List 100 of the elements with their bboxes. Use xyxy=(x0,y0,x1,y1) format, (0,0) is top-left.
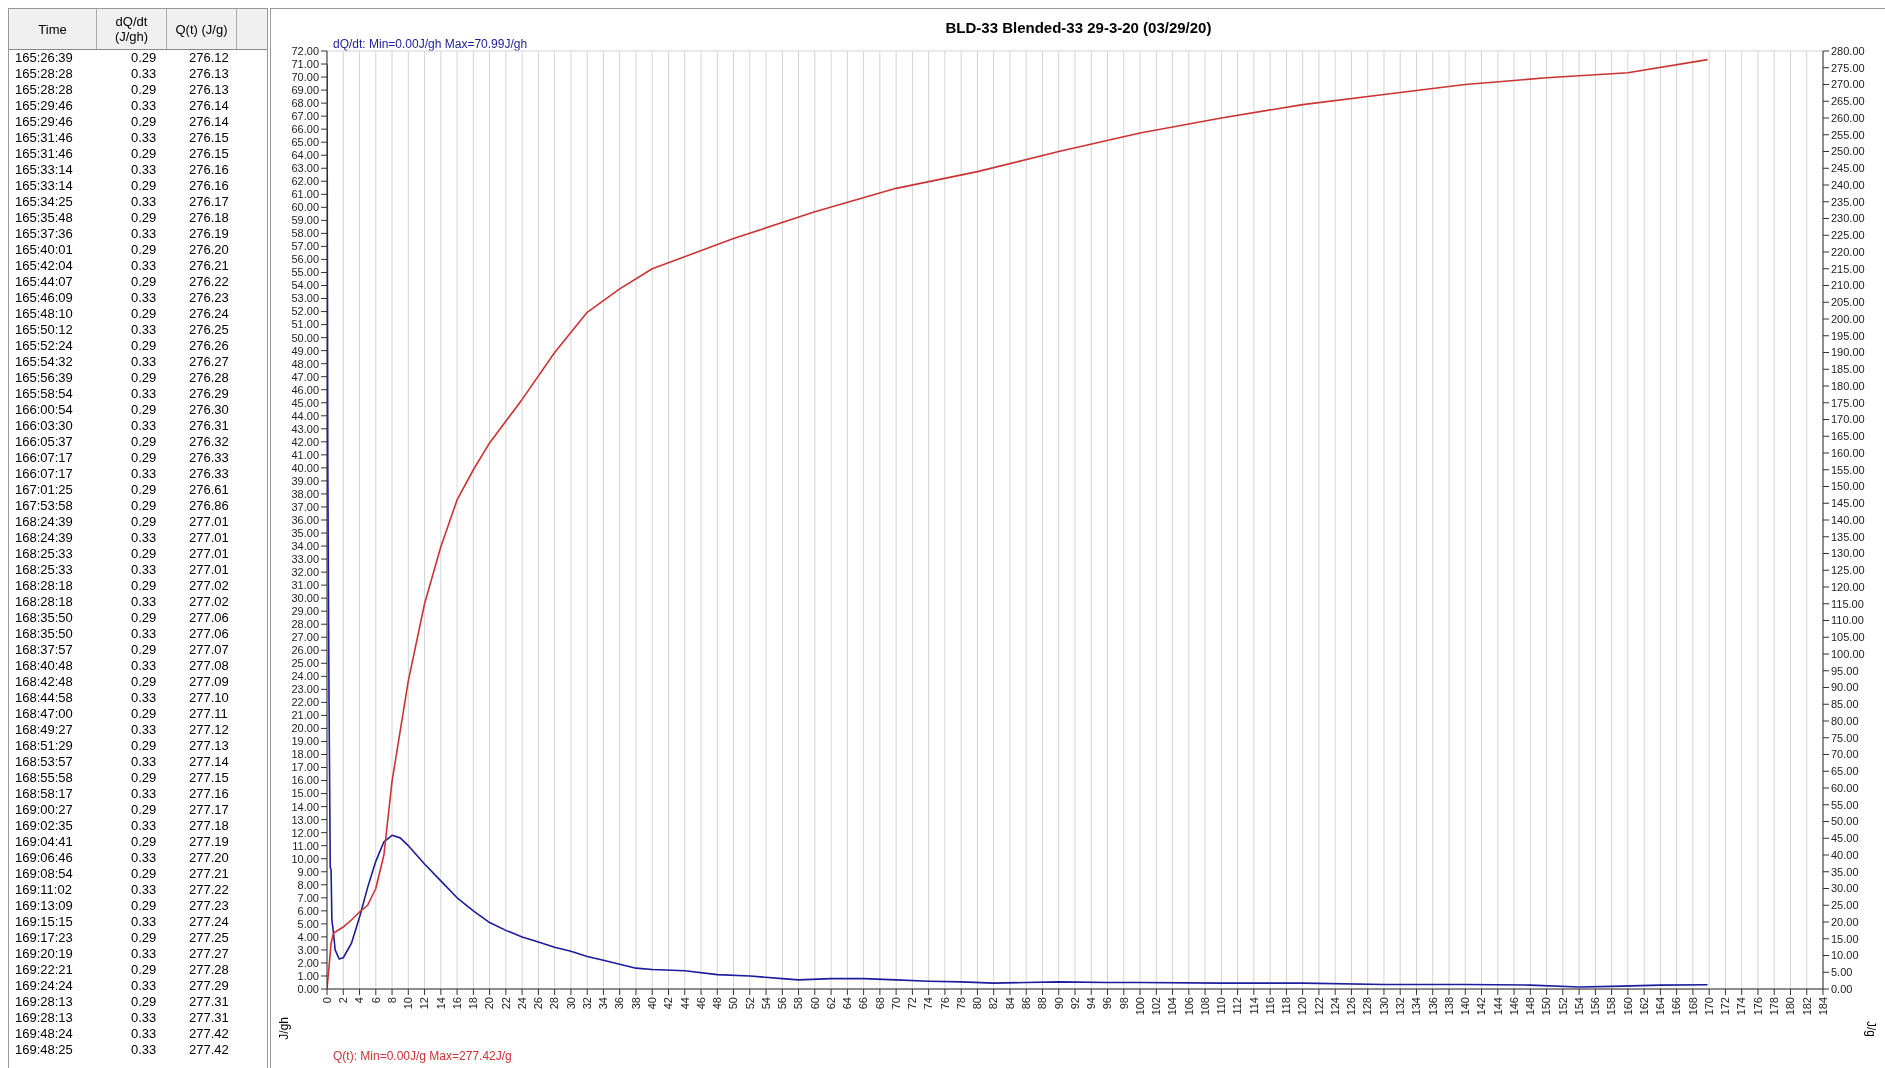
x-tick-label: 178 xyxy=(1768,997,1781,1016)
text: 168:35:50 0.29 277.06 xyxy=(15,610,229,625)
x-tick-label: 132 xyxy=(1394,997,1407,1016)
y-tick-label: 46.00 xyxy=(291,383,319,396)
y2-tick-label: 225.00 xyxy=(1831,229,1865,242)
text: 168:49:27 0.33 277.12 xyxy=(15,722,229,737)
y2-tick-label: 100.00 xyxy=(1831,647,1865,660)
x-tick-label: 62 xyxy=(824,997,837,1010)
x-tick-label: 22 xyxy=(499,997,512,1010)
x-tick-label: 12 xyxy=(418,997,431,1010)
y2-tick-label: 205.00 xyxy=(1831,296,1865,309)
x-tick-label: 28 xyxy=(548,997,561,1010)
y2-tick-label: 110.00 xyxy=(1831,614,1864,627)
x-tick-label: 142 xyxy=(1475,997,1488,1016)
y2-tick-label: 275.00 xyxy=(1831,61,1865,74)
x-tick-label: 162 xyxy=(1637,997,1650,1016)
x-tick-label: 68 xyxy=(873,997,886,1010)
text: 169:11:02 0.33 277.22 xyxy=(15,882,229,897)
text: 165:31:46 0.33 276.15 xyxy=(15,130,229,145)
x-tick-label: 96 xyxy=(1101,997,1114,1010)
y2-tick-label: 260.00 xyxy=(1831,111,1865,124)
text: 168:44:58 0.33 277.10 xyxy=(15,690,229,705)
y2-tick-label: 165.00 xyxy=(1831,430,1865,443)
x-tick-label: 120 xyxy=(1296,997,1309,1016)
y-tick-label: 2.00 xyxy=(297,956,319,969)
x-tick-label: 112 xyxy=(1231,997,1244,1015)
x-tick-label: 86 xyxy=(1020,997,1033,1010)
x-tick-label: 50 xyxy=(727,997,740,1010)
y2-tick-label: 125.00 xyxy=(1831,564,1865,577)
x-tick-label: 72 xyxy=(906,997,919,1010)
y-tick-label: 0.00 xyxy=(297,982,319,995)
x-tick-label: 34 xyxy=(597,997,610,1010)
text: 165:50:12 0.33 276.25 xyxy=(15,322,229,337)
x-tick-label: 30 xyxy=(564,997,577,1010)
x-tick-label: 60 xyxy=(808,997,821,1010)
x-tick-label: 160 xyxy=(1621,997,1634,1016)
text: 168:42:48 0.29 277.09 xyxy=(15,674,229,689)
category-label: Time xyxy=(9,9,97,49)
text: 169:48:25 0.33 277.42 xyxy=(15,1042,229,1057)
text: 165:46:09 0.33 276.23 xyxy=(15,290,229,305)
y2-tick-label: 215.00 xyxy=(1831,262,1865,275)
y2-tick-label: 5.00 xyxy=(1831,966,1853,979)
x-tick-label: 146 xyxy=(1507,997,1520,1016)
category-label: dQ/dt (J/gh) xyxy=(97,9,167,49)
y2-tick-label: 140.00 xyxy=(1831,513,1865,526)
x-tick-label: 26 xyxy=(532,997,545,1010)
y-tick-label: 49.00 xyxy=(291,344,319,357)
y2-tick-label: 55.00 xyxy=(1831,798,1859,811)
x-tick-label: 48 xyxy=(711,997,724,1010)
text: 166:07:17 0.33 276.33 xyxy=(15,466,229,481)
text: 165:33:14 0.33 276.16 xyxy=(15,162,229,177)
y2-tick-label: 75.00 xyxy=(1831,731,1859,744)
y-tick-label: 20.00 xyxy=(291,722,319,735)
text: 165:29:46 0.33 276.14 xyxy=(15,98,229,113)
y2-tick-label: 195.00 xyxy=(1831,329,1865,342)
x-tick-label: 116 xyxy=(1263,997,1276,1015)
y-tick-label: 31.00 xyxy=(291,579,319,592)
y-tick-label: 16.00 xyxy=(291,774,319,787)
y2-axis-title: J/g xyxy=(1864,1021,1878,1038)
y2-tick-label: 45.00 xyxy=(1831,832,1859,845)
y2-tick-label: 60.00 xyxy=(1831,781,1859,794)
y-tick-label: 11.00 xyxy=(292,839,319,852)
text: 168:28:18 0.29 277.02 xyxy=(15,578,229,593)
x-tick-label: 174 xyxy=(1735,997,1748,1016)
x-tick-label: 64 xyxy=(841,997,854,1010)
x-tick-label: 4 xyxy=(353,997,366,1004)
text: 169:28:13 0.33 277.31 xyxy=(15,1010,229,1025)
y-tick-label: 40.00 xyxy=(291,461,319,474)
x-tick-label: 164 xyxy=(1654,997,1667,1016)
y-tick-label: 22.00 xyxy=(291,696,319,709)
text: 166:00:54 0.29 276.30 xyxy=(15,402,229,417)
x-tick-label: 44 xyxy=(678,997,691,1010)
text: 166:05:37 0.29 276.32 xyxy=(15,434,229,449)
text: 165:34:25 0.33 276.17 xyxy=(15,194,229,209)
text: 167:53:58 0.29 276.86 xyxy=(15,498,229,513)
y-tick-label: 5.00 xyxy=(297,917,319,930)
y-tick-label: 21.00 xyxy=(291,709,319,722)
y2-tick-label: 270.00 xyxy=(1831,78,1865,91)
x-tick-label: 88 xyxy=(1036,997,1049,1010)
y-tick-label: 30.00 xyxy=(291,592,319,605)
y-tick-label: 3.00 xyxy=(297,943,319,956)
x-tick-label: 78 xyxy=(954,997,967,1010)
text: Q(t): Min=0.00J/g Max=277.42J/g xyxy=(333,1049,512,1063)
y-tick-label: 6.00 xyxy=(297,904,319,917)
y-tick-label: 69.00 xyxy=(291,83,319,96)
x-tick-label: 130 xyxy=(1377,997,1390,1016)
y2-tick-label: 35.00 xyxy=(1831,865,1859,878)
y2-tick-label: 25.00 xyxy=(1831,899,1859,912)
y-tick-label: 14.00 xyxy=(291,800,319,813)
y-tick-label: 58.00 xyxy=(291,227,319,240)
x-tick-label: 154 xyxy=(1572,997,1585,1016)
y-tick-label: 54.00 xyxy=(291,279,319,292)
y2-tick-label: 70.00 xyxy=(1831,748,1859,761)
y2-tick-label: 20.00 xyxy=(1831,915,1859,928)
x-tick-label: 140 xyxy=(1459,997,1472,1016)
y-tick-label: 50.00 xyxy=(291,331,319,344)
y-tick-label: 60.00 xyxy=(291,201,319,214)
y2-tick-label: 210.00 xyxy=(1831,279,1865,292)
y2-tick-label: 245.00 xyxy=(1831,162,1865,175)
y-tick-label: 19.00 xyxy=(291,735,319,748)
